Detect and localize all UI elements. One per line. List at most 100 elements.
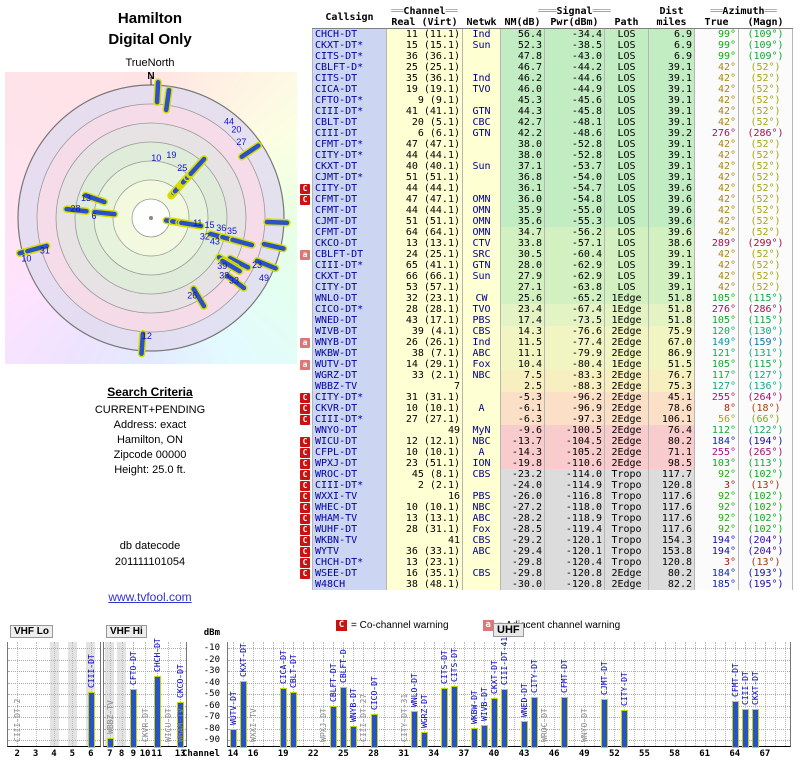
cell-mg: (52°) xyxy=(738,95,793,106)
cell-cs: CBLFT-D* xyxy=(312,62,387,73)
station-table: Callsign ══Channel══ ═══Signal═══ Dist ═… xyxy=(298,6,793,590)
cell-pa: LOS xyxy=(604,249,649,260)
cell-ch: 38 (7.1) xyxy=(386,348,463,359)
cell-tr: 42° xyxy=(694,73,739,84)
band-label-vhf-lo: VHF Lo xyxy=(10,625,53,638)
cell-mg: (286°) xyxy=(738,304,793,315)
channel-axis-tick: 2 xyxy=(14,749,20,759)
station-marker xyxy=(154,79,161,105)
table-row: C CFMT-DT 47 (47.1) OMN 36.0 -54.8 LOS 39.6 42°(… xyxy=(298,194,793,205)
cell-nw: A xyxy=(462,403,501,414)
co-channel-warning-icon: C xyxy=(300,393,310,403)
cell-mg: (159°) xyxy=(738,337,793,348)
cell-ch: 32 (23.1) xyxy=(386,293,463,304)
cell-ch: 13 (23.1) xyxy=(386,557,463,568)
cell-nm: -27.2 xyxy=(500,502,545,513)
cell-nm: -5.3 xyxy=(500,392,545,403)
cell-nm: 27.1 xyxy=(500,282,545,293)
cell-cs: CFMT-DT xyxy=(312,194,387,205)
signal-bar xyxy=(601,698,609,748)
cell-ch: 26 (26.1) xyxy=(386,337,463,348)
cell-di: 67.0 xyxy=(648,337,695,348)
cell-pa: 2Edge xyxy=(604,392,649,403)
dbm-gridline xyxy=(104,671,186,672)
station-marker xyxy=(163,87,172,113)
cell-pa: LOS xyxy=(604,183,649,194)
channel-axis-tick: 4 xyxy=(51,749,57,759)
cell-mg: (52°) xyxy=(738,117,793,128)
cell-di: 39.2 xyxy=(648,128,695,139)
cell-mg: (265°) xyxy=(738,447,793,458)
cell-tr: 112° xyxy=(694,425,739,436)
cell-pw: -104.5 xyxy=(544,436,605,447)
cell-di: 6.9 xyxy=(648,40,695,51)
table-row: WNLO-DT 32 (23.1) CW 25.6 -65.2 1Edge 51.8 105°… xyxy=(298,293,793,304)
cell-cs: CITY-DT xyxy=(312,282,387,293)
cell-pw: -114.0 xyxy=(544,469,605,480)
cell-ch: 40 (40.1) xyxy=(386,161,463,172)
cell-ch: 66 (66.1) xyxy=(386,271,463,282)
cell-cs: CITY-DT* xyxy=(312,150,387,161)
cell-cs: CIII-DT* xyxy=(312,260,387,271)
cell-tr: 42° xyxy=(694,271,739,282)
cell-ch: 9 (9.1) xyxy=(386,95,463,106)
band-panel-1 xyxy=(7,642,101,747)
cell-di: 117.6 xyxy=(648,524,695,535)
cell-warn xyxy=(298,172,313,183)
cell-pw: -110.6 xyxy=(544,458,605,469)
cell-pw: -48.1 xyxy=(544,117,605,128)
channel-axis-tick: 3 xyxy=(32,749,39,759)
cell-nw: TVO xyxy=(462,84,501,95)
cell-mg: (130°) xyxy=(738,326,793,337)
table-row: CKXT-DT* 15 (15.1) Sun 52.3 -38.5 LOS 6.9 99° (1… xyxy=(298,40,793,51)
signal-bar xyxy=(370,714,378,748)
cell-di: 39.1 xyxy=(648,150,695,161)
dbm-gridline xyxy=(8,694,100,695)
cell-mg: (115°) xyxy=(738,359,793,370)
signal-bar xyxy=(621,709,629,748)
table-row: CKXT-DT 40 (40.1) Sun 37.1 -53.7 LOS 39.1 42° (5… xyxy=(298,161,793,172)
cell-pa: Tropo xyxy=(604,557,649,568)
cell-di: 75.3 xyxy=(648,381,695,392)
cell-di: 120.8 xyxy=(648,557,695,568)
station-marker xyxy=(261,241,286,251)
cell-di: 71.1 xyxy=(648,447,695,458)
cell-mg: (109°) xyxy=(738,40,793,51)
adjacent-channel-warning-icon: a xyxy=(482,620,494,631)
cell-tr: 8° xyxy=(694,403,739,414)
cell-ch: 64 (64.1) xyxy=(386,227,463,238)
table-row: CIII-DT* 41 (41.1) GTN 44.3 -45.8 LOS 39.1 42°(… xyxy=(298,106,793,117)
cell-nm: -9.6 xyxy=(500,425,545,436)
cell-warn xyxy=(298,579,313,590)
dbm-gridline xyxy=(104,705,186,707)
table-row: C WPXJ-DT 23 (51.1) ION -19.8 -110.6 2Edge 98.5… xyxy=(298,458,793,469)
channel-axis-tick: 13 xyxy=(174,749,186,759)
cell-pa: 2Edge xyxy=(604,326,649,337)
cell-warn xyxy=(298,381,313,392)
cell-cs: CHCH-DT xyxy=(312,28,387,40)
radar-channel-label: 26 xyxy=(187,291,197,301)
cell-warn xyxy=(298,150,313,161)
table-row: C CIII-DT* 2 (2.1) -24.0 -114.9 Tropo 120.8 3°(… xyxy=(298,480,793,491)
signal-bar xyxy=(741,708,749,748)
cell-pa: 1Edge xyxy=(604,359,649,370)
co-channel-warning-icon: C xyxy=(300,481,310,491)
cell-warn: C xyxy=(298,392,313,403)
tvfool-link[interactable]: www.tvfool.com xyxy=(108,590,192,604)
cell-ch: 44 (44.1) xyxy=(386,150,463,161)
channel-axis-tick: 8 xyxy=(118,749,125,759)
cell-tr: 92° xyxy=(694,502,739,513)
adjacent-channel-legend-text: = Adjacent channel warning xyxy=(497,620,621,631)
station-table-body: CHCH-DT 11 (11.1) Ind 56.4 -34.4 LOS 6.9 99° (10… xyxy=(298,28,793,590)
cell-pw: -55.0 xyxy=(544,205,605,216)
cell-cs: CKXT-DT xyxy=(312,271,387,282)
cell-tr: 127° xyxy=(694,381,739,392)
cell-ch: 65 (41.1) xyxy=(386,260,463,271)
cell-ch: 13 (13.1) xyxy=(386,513,463,524)
cell-pw: -76.6 xyxy=(544,326,605,337)
radar-channel-label: 15 xyxy=(205,220,215,230)
station-bar-label: CKXT-DT xyxy=(239,643,249,677)
cell-cs: WXXI-TV xyxy=(312,491,387,502)
cell-di: 82.2 xyxy=(648,579,695,590)
table-row: C WHEC-DT 10 (10.1) NBC -27.2 -118.0 Tropo 117.… xyxy=(298,502,793,513)
